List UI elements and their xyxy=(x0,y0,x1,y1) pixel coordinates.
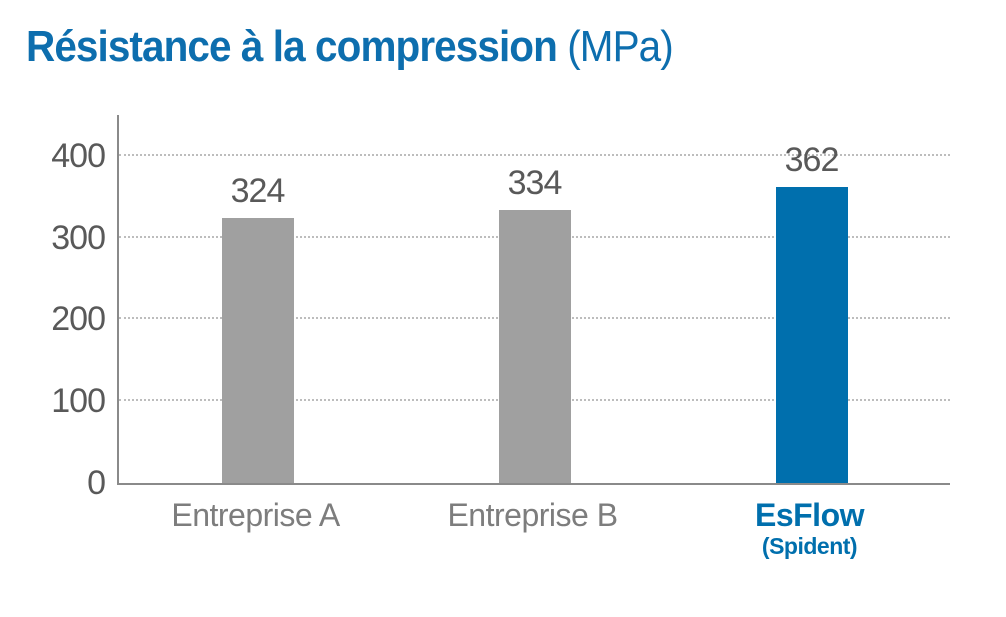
x-label-1: Entreprise A xyxy=(106,497,406,534)
y-tick-label-300: 300 xyxy=(51,218,106,257)
y-tick-label-0: 0 xyxy=(87,464,106,502)
x-label-text: Entreprise B xyxy=(447,497,618,533)
value-label-3: 362 xyxy=(784,140,840,179)
bar-1 xyxy=(221,218,294,483)
x-label-text: EsFlow xyxy=(754,497,865,533)
value-label-2: 334 xyxy=(507,163,563,202)
x-label-2: Entreprise B xyxy=(383,497,683,534)
y-tick-label-100: 100 xyxy=(51,382,106,421)
x-sublabel-text: (Spident) xyxy=(761,532,858,559)
bar-2 xyxy=(498,209,571,483)
x-label-3: EsFlow (Spident) xyxy=(660,497,960,559)
bar-group-2: 334 xyxy=(498,115,571,483)
gridline-400 xyxy=(119,153,950,156)
bar-group-1: 324 xyxy=(221,115,294,483)
chart-title: Résistance à la compression (MPa) xyxy=(26,22,674,72)
x-label-text: Entreprise A xyxy=(171,497,340,533)
value-label-1: 324 xyxy=(230,172,286,211)
bar-3 xyxy=(775,186,848,483)
y-tick-label-400: 400 xyxy=(51,136,106,175)
chart-title-unit: (MPa) xyxy=(556,22,674,71)
plot-area: 324 334 362 xyxy=(117,115,950,485)
y-tick-label-200: 200 xyxy=(51,300,106,339)
bar-group-3: 362 xyxy=(775,115,848,483)
chart-title-main: Résistance à la compression xyxy=(26,22,558,71)
